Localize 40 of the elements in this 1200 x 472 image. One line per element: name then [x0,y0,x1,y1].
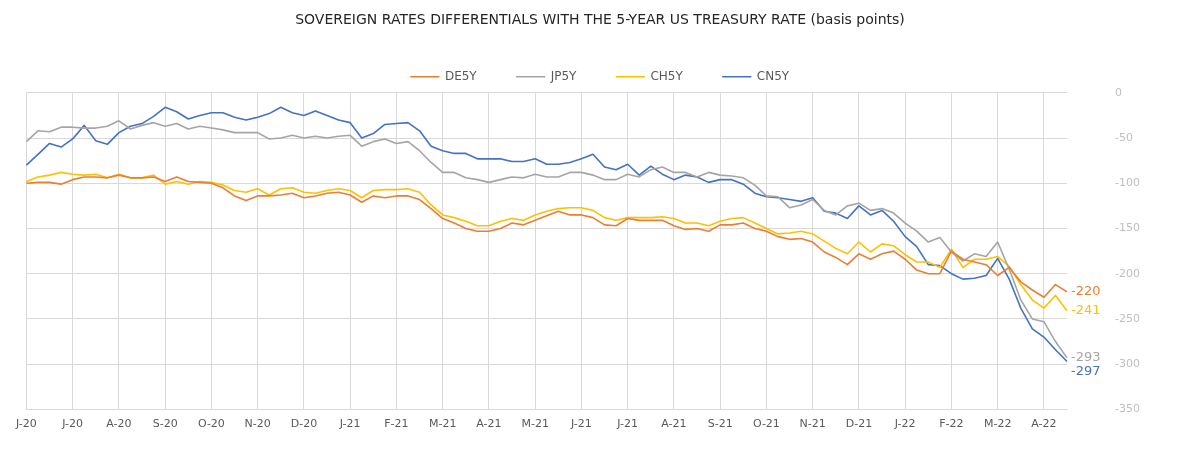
x-tick-label: D-21 [845,416,873,430]
x-tick-label: J-21 [570,416,592,430]
x-tick-label: F-22 [939,416,964,430]
y-tick-label: 0 [1115,85,1123,99]
text: -241 [1071,302,1101,318]
y-tick-label: -100 [1115,176,1140,190]
legend-label: DE5Y [444,68,478,83]
y-tick-label: -300 [1115,357,1140,371]
x-tick-label: A-22 [1031,416,1057,430]
x-tick-label: J-21 [616,416,639,430]
text: -220 [1071,283,1101,299]
legend-label: CH5Y [650,68,684,83]
x-tick-label: S-20 [152,416,178,430]
text: -297 [1071,363,1101,379]
x-tick-label: A-21 [661,416,687,430]
x-tick-label: J-20 [61,416,84,430]
x-tick-label: A-20 [106,416,132,430]
text: -293 [1071,349,1101,365]
y-tick-label: -250 [1115,311,1140,325]
x-tick-label: M-22 [983,416,1012,430]
x-tick-label: N-21 [799,416,826,430]
x-tick-label: A-21 [476,416,502,430]
y-tick-label: -150 [1115,221,1140,235]
x-tick-label: D-20 [290,416,318,430]
x-tick-label: M-21 [521,416,549,430]
legend-label: CN5Y [756,68,790,83]
x-tick-label: J-21 [338,416,361,430]
x-tick-label: O-20 [197,416,225,430]
x-tick-label: N-20 [244,416,271,430]
x-tick-label: S-21 [707,416,733,430]
y-tick-label: -50 [1115,130,1133,144]
legend-label: JP5Y [549,68,578,83]
x-tick-label: M-21 [428,416,457,430]
chart-title: SOVEREIGN RATES DIFFERENTIALS WITH THE 5-YEAR US TREASURY RATE (basis points) [295,11,905,28]
y-tick-label: -200 [1115,266,1140,280]
x-tick-label: J-20 [15,416,37,430]
x-tick-label: J-22 [893,416,916,430]
x-tick-label: O-21 [752,416,780,430]
x-tick-label: F-21 [384,416,409,430]
y-tick-label: -350 [1115,402,1140,416]
